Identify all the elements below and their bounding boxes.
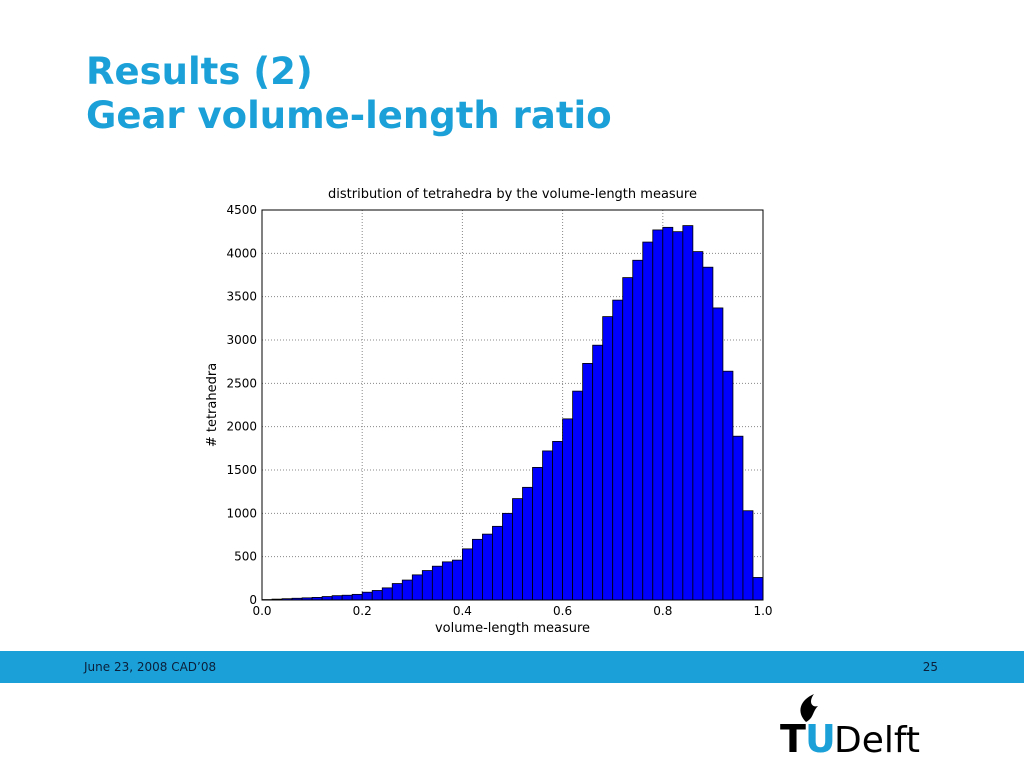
bar xyxy=(341,594,353,601)
bar xyxy=(482,533,493,601)
bar xyxy=(582,362,594,601)
y-tick-label: 500 xyxy=(234,550,257,564)
bar xyxy=(431,565,443,601)
bar xyxy=(602,316,614,601)
bar xyxy=(351,593,363,601)
bar xyxy=(682,225,694,601)
x-tick-label: 0.6 xyxy=(553,604,572,618)
bar xyxy=(592,344,604,601)
title-line: Gear volume-length ratio xyxy=(86,94,612,137)
footer-date: June 23, 2008 CAD’08 xyxy=(83,660,216,674)
bar xyxy=(632,259,644,601)
y-axis-label: # tetrahedra xyxy=(205,363,220,447)
bar xyxy=(752,577,764,601)
bar xyxy=(672,231,684,601)
bar xyxy=(552,440,564,601)
x-tick-label: 1.0 xyxy=(753,604,772,618)
bar xyxy=(572,390,584,601)
footer-band xyxy=(0,651,1024,683)
bar xyxy=(472,538,483,601)
bar xyxy=(411,574,423,601)
bar xyxy=(732,435,744,601)
bar xyxy=(331,595,343,601)
y-tick-label: 0 xyxy=(249,593,257,607)
y-tick-label: 4500 xyxy=(226,203,257,217)
chart-title: distribution of tetrahedra by the volume… xyxy=(328,187,697,202)
bar xyxy=(542,450,553,601)
y-tick-label: 2500 xyxy=(226,376,257,390)
x-axis-label: volume-length measure xyxy=(435,621,590,636)
bar xyxy=(391,583,403,601)
y-tick-label: 3000 xyxy=(226,333,257,347)
x-tick-label: 0.8 xyxy=(653,604,672,618)
bar xyxy=(451,559,463,601)
bar xyxy=(502,512,513,601)
bar xyxy=(441,561,453,601)
bar xyxy=(371,590,383,601)
x-tick-label: 0.0 xyxy=(252,604,271,618)
page-number: 25 xyxy=(923,660,938,674)
bar xyxy=(401,579,413,601)
bar xyxy=(712,307,724,601)
x-tick-label: 0.4 xyxy=(453,604,472,618)
bar xyxy=(692,251,704,601)
bar xyxy=(361,591,373,601)
bar xyxy=(492,525,503,601)
bar xyxy=(532,466,543,601)
bar xyxy=(461,548,473,601)
title-line: Results (2) xyxy=(86,50,313,93)
bar xyxy=(662,226,674,601)
logo-u: U xyxy=(805,717,836,761)
logo-flame xyxy=(800,694,818,722)
bar xyxy=(702,266,714,601)
y-tick-label: 1000 xyxy=(226,506,257,520)
slide-title: Results (2) Gear volume-length ratio xyxy=(86,50,612,138)
bar xyxy=(722,370,734,601)
bar xyxy=(512,498,523,601)
y-tick-label: 1500 xyxy=(226,463,257,477)
bar xyxy=(522,486,533,601)
bar xyxy=(642,241,654,601)
bar xyxy=(421,570,433,601)
y-tick-label: 3500 xyxy=(226,290,257,304)
bar xyxy=(381,587,393,601)
bar xyxy=(622,277,634,601)
bar xyxy=(652,229,664,601)
bar xyxy=(321,596,333,601)
x-tick-label: 0.2 xyxy=(353,604,372,618)
bar xyxy=(612,299,624,601)
bar xyxy=(562,418,574,601)
y-tick-label: 2000 xyxy=(226,420,257,434)
logo-delft: Delft xyxy=(834,720,920,761)
y-tick-label: 4000 xyxy=(226,246,257,260)
bar xyxy=(742,510,754,601)
logo-t: T xyxy=(780,717,806,761)
plot-frame xyxy=(261,209,764,601)
